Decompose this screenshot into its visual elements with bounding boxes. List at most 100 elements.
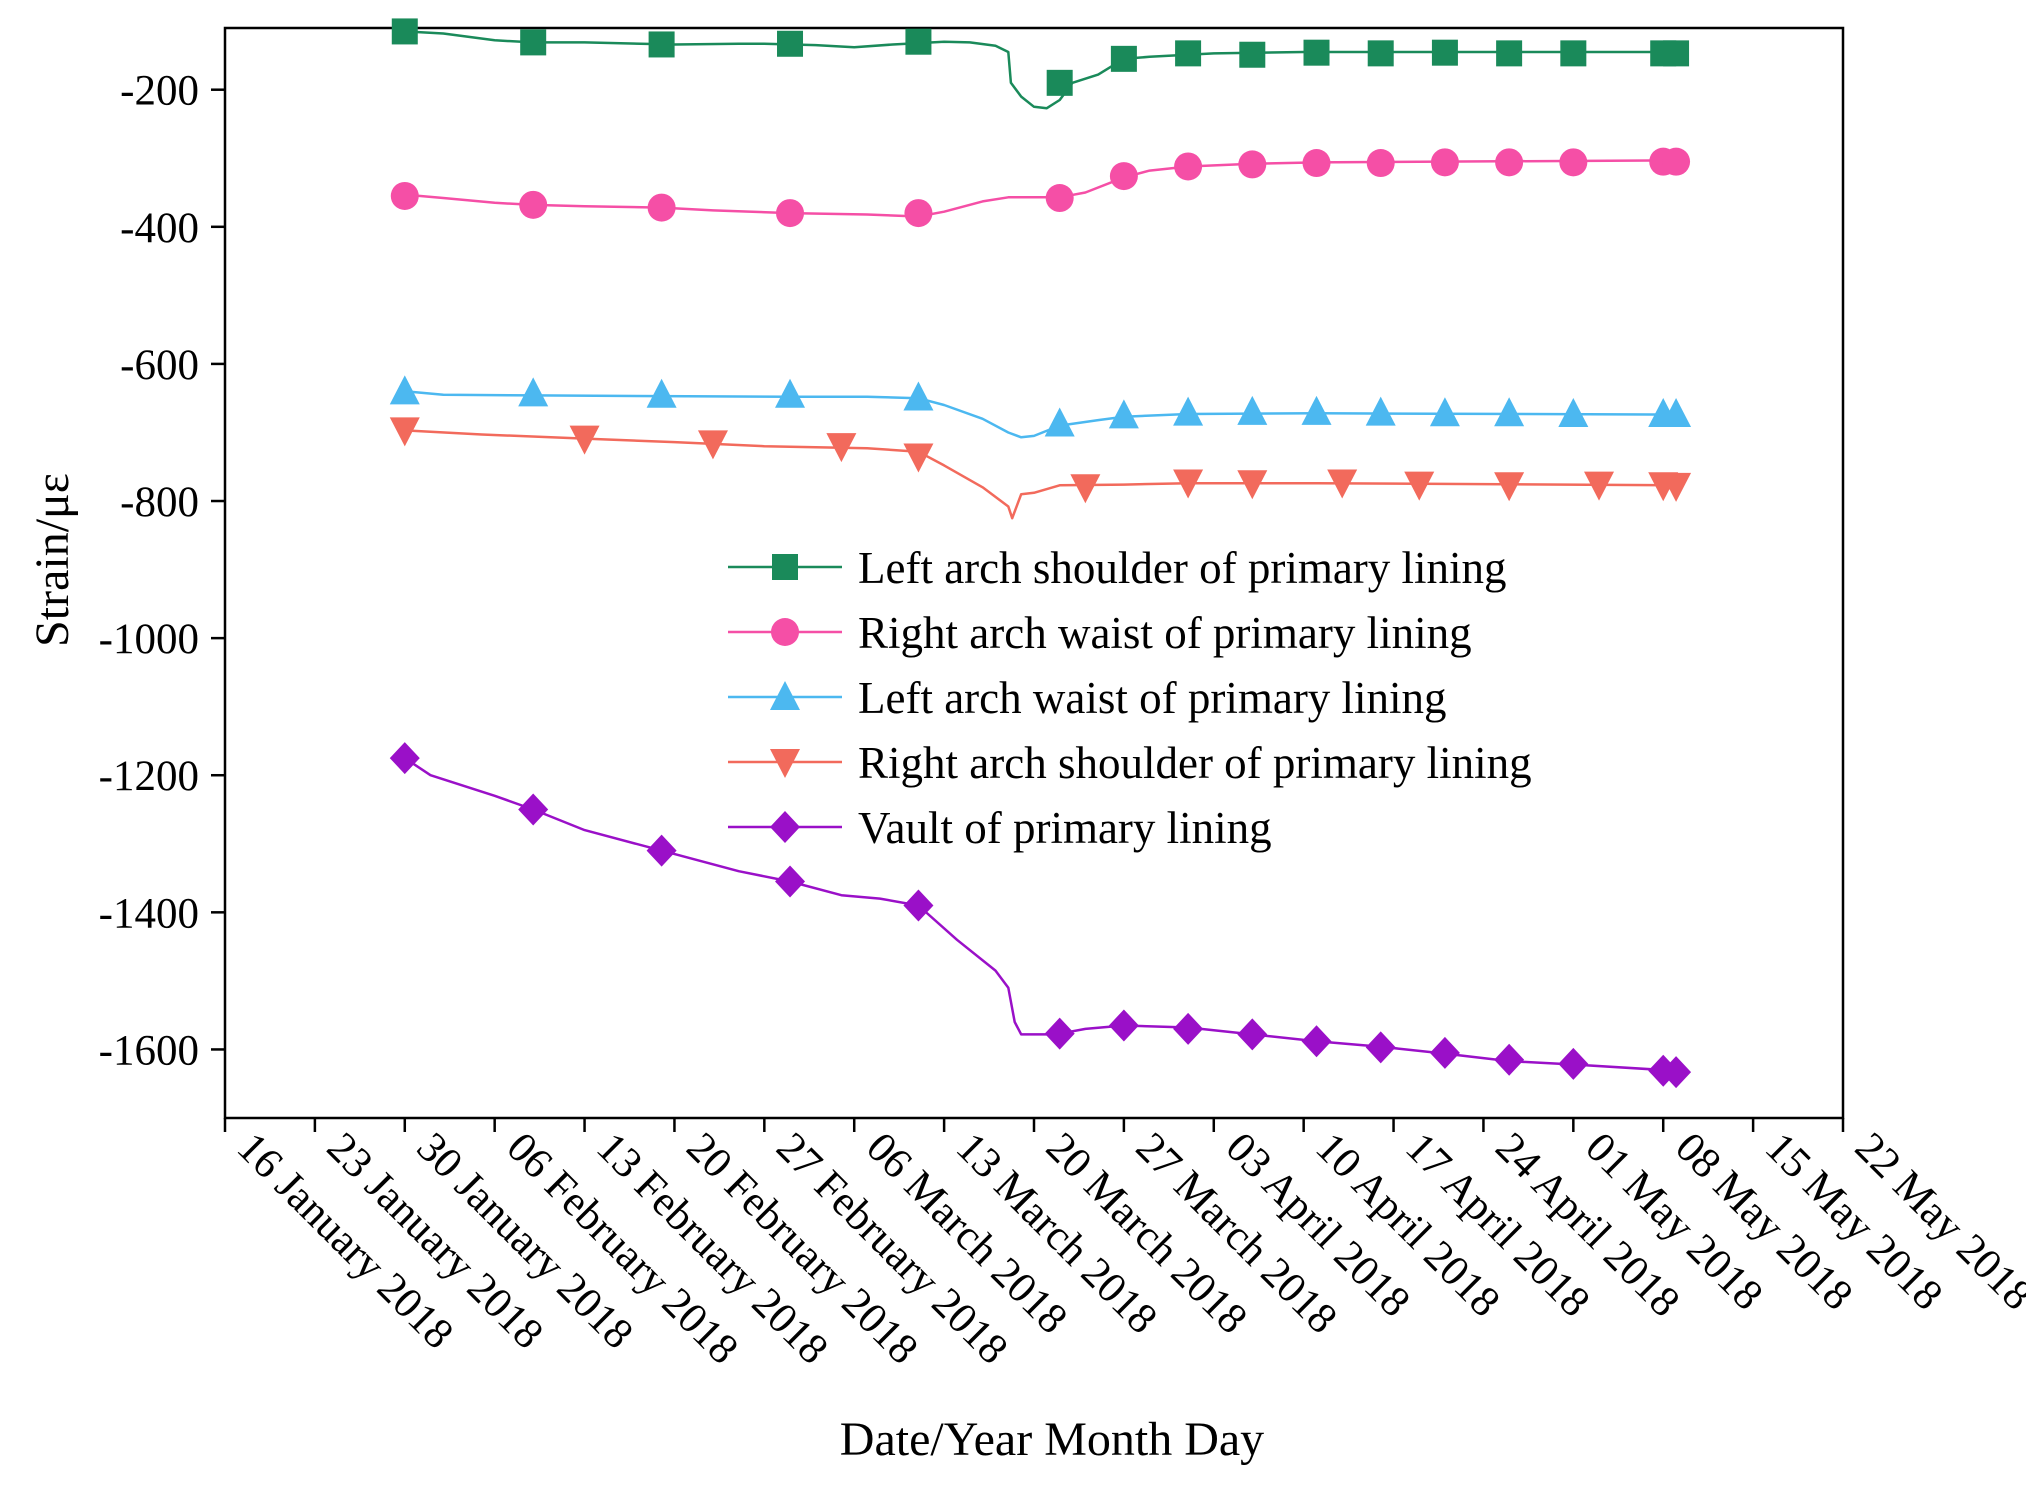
data-point [697,430,728,460]
data-point [1430,148,1459,177]
data-point [1046,69,1073,96]
data-point [1110,45,1137,72]
data-point [903,381,934,411]
data-point [648,31,675,58]
data-point [903,889,934,922]
series-3 [389,375,1692,439]
legend-item: Right arch shoulder of primary lining [728,738,1532,788]
data-point [1495,148,1524,177]
legend: Left arch shoulder of primary lining Righ… [728,543,1532,853]
data-point [1238,150,1267,179]
y-tick-label: -200 [120,68,199,115]
legend-label: Left arch waist of primary lining [858,673,1447,723]
legend-marker [770,749,800,778]
legend-label: Vault of primary lining [858,803,1272,853]
data-point [1661,397,1692,427]
data-point [1070,474,1101,504]
legend-item: Right arch waist of primary lining [728,608,1472,658]
x-axis-title: Date/Year Month Day [840,1413,1264,1466]
series-line [404,30,1677,110]
data-point [904,199,933,228]
legend-marker [771,618,799,646]
data-point [646,834,677,867]
y-tick-label: -600 [120,342,199,389]
data-point [1237,1018,1268,1051]
data-point [1494,1043,1525,1076]
data-point [520,29,547,56]
data-point [569,425,600,455]
data-point [1367,40,1394,67]
data-point [1494,397,1525,427]
data-point [1429,397,1460,427]
data-point [1175,40,1202,67]
data-point [826,433,857,463]
legend-label: Right arch waist of primary lining [858,608,1472,658]
series-line [404,390,1677,439]
data-point [1404,471,1435,501]
legend-label: Right arch shoulder of primary lining [858,738,1532,788]
data-point [1559,148,1588,177]
data-point [1496,40,1523,67]
data-point [1301,395,1332,425]
y-tick-label: -1000 [99,616,199,663]
data-point [1429,1036,1460,1069]
data-point [1237,395,1268,425]
data-point [776,199,805,228]
data-point [389,742,420,775]
data-point [1301,1025,1332,1058]
data-point [1366,149,1395,178]
data-point [775,865,806,898]
data-point [775,378,806,408]
data-point [1661,1056,1692,1089]
data-point [647,193,676,222]
data-point [1662,147,1691,176]
data-point [646,378,677,408]
series-5 [389,742,1692,1089]
y-tick-label: -400 [120,205,199,252]
legend-item: Left arch waist of primary lining [728,673,1447,723]
data-point [1494,472,1525,502]
data-point [1109,162,1138,191]
data-point [1302,149,1331,178]
y-tick-label: -1400 [99,890,199,937]
data-point [1560,40,1587,67]
data-point [1044,1017,1075,1050]
data-point [1584,471,1615,501]
data-point [777,30,804,57]
series-line [404,429,1677,520]
data-point [1044,407,1075,437]
series-layer [389,18,1692,1089]
y-axis-title: Strain/με [26,473,79,647]
series-line [404,757,1677,1073]
data-point [518,377,549,407]
data-point [389,417,420,447]
data-point [1303,39,1330,66]
data-point [1173,469,1204,499]
data-point [1174,152,1203,181]
data-point [1173,396,1204,426]
legend-label: Left arch shoulder of primary lining [858,543,1507,593]
series-1 [391,18,1690,110]
data-point [1237,470,1268,500]
data-point [389,375,420,405]
data-point [1327,469,1358,499]
legend-marker [772,554,798,580]
data-point [1365,1031,1396,1064]
data-point [1239,41,1266,68]
data-point [1045,184,1074,213]
legend-marker [770,811,800,843]
data-point [905,28,932,55]
data-point [903,443,934,473]
data-point [1661,472,1692,502]
y-tick-label: -1600 [99,1027,199,1074]
data-point [1558,1047,1589,1080]
legend-marker [770,681,800,710]
legend-item: Vault of primary lining [728,803,1272,853]
series-line [404,159,1677,218]
series-2 [390,147,1691,228]
data-point [390,181,419,210]
series-4 [389,417,1692,520]
data-point [391,18,418,45]
